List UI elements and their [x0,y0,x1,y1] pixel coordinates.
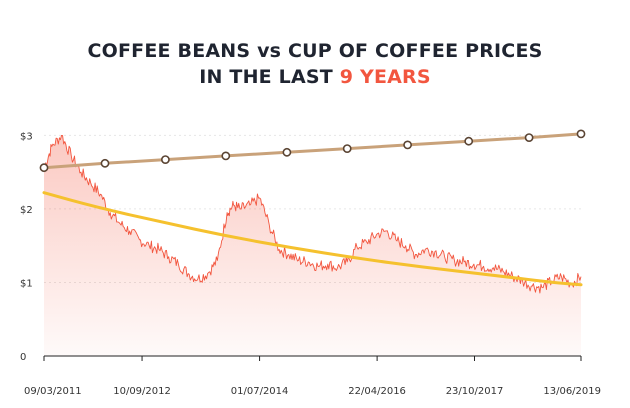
cup-price-line [42,132,583,170]
axes [43,355,582,361]
x-tick-label: 13/06/2019 [543,386,601,397]
chart-title-prefix: IN THE LAST [199,66,340,88]
tick-labels: 0 $1 $2 $3 09/03/2011 10/09/2012 01/07/2014 22/… [20,131,601,397]
cup-price-point [403,140,412,150]
cup-price-point [100,158,110,168]
chart-title-highlight: 9 YEARS [339,66,431,88]
cup-price-point [221,151,231,161]
x-tick-label: 22/04/2016 [348,386,406,397]
beans-price-area [44,135,581,356]
y-tick-label: $3 [20,131,33,142]
x-tick-label: 23/10/2017 [446,386,504,397]
series-lines-layer [42,132,583,294]
chart-title-line-2: IN THE LAST 9 YEARS [0,66,630,88]
cup-price-point [576,129,586,139]
x-tick-label: 01/07/2014 [231,386,289,397]
chart-title-text: COFFEE BEANS vs CUP OF COFFEE PRICES [87,40,543,62]
y-tick-label: $1 [20,278,33,289]
y-tick-label: 0 [20,352,26,363]
beans-price-line [43,134,582,294]
cup-markers-layer [39,129,586,173]
cup-price-point [524,133,534,142]
chart-title-line-1: COFFEE BEANS vs CUP OF COFFEE PRICES [0,40,630,62]
cup-price-point [160,155,170,164]
x-tick-label: 09/03/2011 [24,386,82,397]
cup-price-point [464,136,474,146]
cup-price-point [342,144,352,153]
cup-price-point [282,147,292,157]
beans-trend-line [42,191,583,287]
beans-area-layer [44,135,581,356]
x-tick-label: 10/09/2012 [113,386,171,397]
y-tick-label: $2 [20,205,33,216]
cup-price-point [39,163,49,173]
